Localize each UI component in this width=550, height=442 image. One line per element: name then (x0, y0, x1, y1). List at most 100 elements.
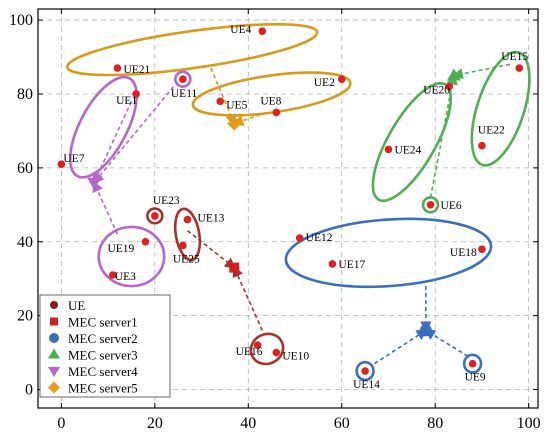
legend-marker-1 (50, 317, 58, 326)
ue-point (295, 234, 304, 242)
server-marker-2 (419, 324, 432, 337)
ue-label: UE24 (394, 144, 421, 156)
ue-label: UE4 (230, 24, 251, 36)
ue-label: UE13 (198, 213, 225, 225)
ue-label: UE10 (282, 351, 309, 363)
ue-point (132, 90, 140, 98)
ue-label: UE6 (441, 200, 462, 212)
server-marker-1 (229, 262, 240, 273)
ue-point (445, 82, 454, 91)
ue-point (272, 108, 281, 117)
legend-label: MEC server1 (68, 315, 138, 330)
ue-label: UE7 (63, 153, 84, 165)
server-marker-3 (446, 68, 461, 81)
ue-point (384, 145, 393, 154)
x-tick-label: 100 (517, 415, 541, 432)
legend-label: MEC server2 (68, 331, 138, 346)
ue-point (272, 348, 281, 357)
offload-arrow-10 (210, 67, 236, 126)
ue-point (468, 359, 477, 368)
cluster-ellipse-ue15-ue22 (470, 50, 531, 167)
ue-label: UE19 (107, 243, 134, 255)
ue-label: UE2 (314, 77, 335, 89)
cluster-ring-ue11 (174, 70, 192, 88)
ue-label: UE20 (423, 85, 450, 97)
ue-label: UE11 (171, 88, 198, 100)
legend-label: MEC server5 (68, 381, 138, 396)
ue-label: UE17 (338, 259, 365, 271)
cluster-ellipse-ue19-ue3 (97, 225, 166, 288)
offload-arrow-0 (187, 230, 237, 270)
cluster-ellipse-ue4-ue21 (65, 22, 319, 77)
legend-label: MEC server3 (68, 348, 138, 363)
offload-arrow-1 (232, 265, 264, 331)
ue-point (108, 271, 117, 279)
x-tick-label: 20 (147, 415, 163, 432)
ue-label: UE16 (236, 346, 263, 358)
ue-point (478, 245, 486, 253)
offload-arrow-7 (92, 101, 133, 185)
ue-point (328, 260, 337, 268)
ue-point (179, 241, 187, 250)
x-tick-label: 80 (427, 415, 443, 432)
legend-label: UE (68, 298, 85, 313)
legend-label: MEC server4 (68, 364, 138, 379)
cluster-ellipse-ue1-ue7 (68, 75, 138, 179)
ue-point (361, 367, 369, 375)
offload-arrow-5 (451, 63, 511, 80)
offload-arrow-4 (423, 329, 469, 357)
ue-label: UE23 (153, 195, 180, 207)
cluster-ring-ue23 (146, 207, 164, 225)
ue-label: UE15 (501, 51, 528, 63)
ue-point (253, 341, 262, 349)
ue-label: UE22 (478, 125, 505, 137)
x-tick-label: 60 (334, 415, 350, 432)
ue-point (57, 160, 66, 168)
cluster-ellipse-ue20-ue24 (371, 81, 453, 203)
cluster-ring-ue14 (355, 360, 375, 382)
ue-point (151, 212, 159, 220)
y-tick-label: 20 (17, 308, 33, 325)
ue-label: UE3 (115, 271, 136, 283)
offload-arrow-3 (374, 329, 428, 365)
ue-label: UE14 (353, 379, 380, 391)
cluster-ring-ue9 (462, 353, 483, 374)
ue-label: UE5 (226, 99, 247, 111)
legend-marker-5 (48, 381, 60, 394)
ue-point (337, 75, 346, 83)
cluster-ellipse-ue13-ue25 (173, 207, 202, 262)
legend-marker-4 (48, 367, 60, 377)
ue-point (515, 64, 524, 72)
ue-label: UE9 (465, 372, 486, 384)
legend-marker-3 (48, 348, 60, 359)
ue-label: UE25 (173, 253, 200, 265)
ue-point (478, 141, 486, 150)
cluster-ellipse-ue12-ue17-ue18 (284, 217, 493, 289)
ue-label: UE8 (260, 95, 281, 107)
ue-point (179, 75, 187, 83)
ue-point (258, 27, 267, 35)
y-tick-label: 40 (17, 234, 33, 251)
legend-marker-2 (49, 333, 59, 343)
server-marker-5 (227, 116, 242, 131)
ue-point (183, 215, 192, 224)
x-tick-label: 0 (57, 415, 65, 432)
ue-label: UE1 (116, 95, 137, 107)
server-marker-4 (87, 177, 102, 190)
ue-label: UE12 (306, 232, 333, 244)
ue-label: UE18 (450, 247, 477, 259)
y-tick-label: 60 (17, 160, 33, 177)
ue-point (216, 97, 225, 106)
ue-point (426, 201, 435, 209)
plot-frame (37, 8, 539, 409)
cluster-ellipse-ue16-ue10 (249, 332, 285, 366)
y-tick-label: 100 (9, 12, 33, 29)
y-tick-label: 80 (17, 86, 33, 103)
legend-box (39, 294, 171, 398)
y-tick-label: 0 (25, 382, 33, 399)
offload-arrow-11 (232, 111, 268, 126)
offload-arrow-9 (92, 180, 119, 235)
ue-point (141, 237, 150, 246)
